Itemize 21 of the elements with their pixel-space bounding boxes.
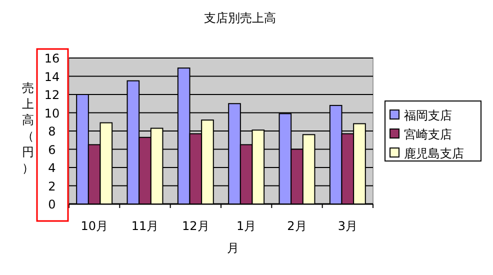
y-tick-label: 2	[48, 179, 56, 194]
x-tick-label: 1月	[236, 219, 256, 233]
chart-title: 支店別売上高	[204, 11, 276, 25]
x-tick-label: 12月	[182, 219, 210, 233]
x-tick-label: 10月	[80, 219, 108, 233]
y-tick-label: 4	[48, 161, 56, 175]
legend-label: 福岡支店	[404, 108, 452, 122]
legend-label: 鹿児島支店	[404, 146, 464, 160]
y-tick-label: 12	[44, 88, 60, 102]
y-tick-label: 6	[48, 142, 56, 157]
y-tick-label: 10	[44, 106, 60, 120]
x-axis-title: 月	[227, 241, 239, 255]
x-tick-label: 3月	[338, 219, 358, 233]
y-tick-label: 8	[48, 124, 56, 138]
y-tick-label: 0	[48, 198, 56, 212]
y-tick-label: 16	[44, 52, 60, 66]
legend-label: 宮崎支店	[404, 128, 452, 142]
x-tick-label: 2月	[287, 219, 307, 233]
y-tick-label: 14	[44, 70, 60, 84]
y-axis-title: 売上高（円）	[22, 81, 34, 175]
x-tick-label: 11月	[131, 219, 159, 233]
